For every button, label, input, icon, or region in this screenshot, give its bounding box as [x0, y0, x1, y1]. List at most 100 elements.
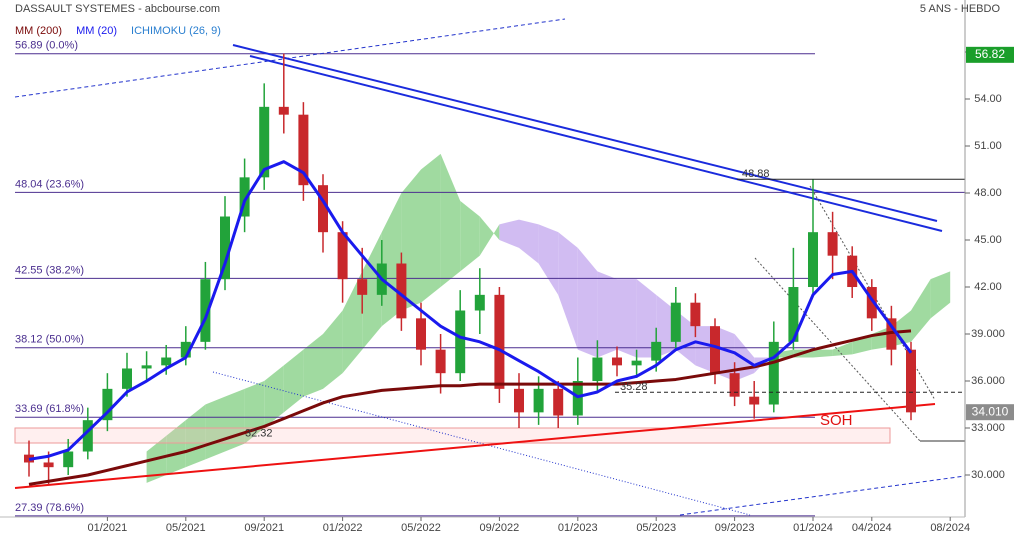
trend-line	[679, 475, 966, 516]
price-tag-label: 34.010	[972, 404, 1009, 418]
period-label: 5 ANS - HEBDO	[920, 3, 1001, 15]
annotation: SOH	[820, 412, 853, 429]
fib-label: 33.69 (61.8%)	[15, 403, 84, 415]
cloud-segment	[911, 279, 931, 342]
cloud-segment	[832, 341, 853, 356]
candle-body	[357, 279, 368, 295]
y-tick-label: 48.00	[974, 187, 1002, 199]
moving-average	[28, 329, 912, 486]
line-layer	[28, 160, 913, 486]
candle-body	[82, 420, 93, 452]
candle-body	[612, 357, 622, 366]
candle-body	[161, 357, 172, 366]
candle-body	[494, 294, 505, 389]
x-tick-label: 01/2022	[323, 522, 363, 534]
price-tag	[966, 404, 1014, 421]
level-layer: 48.88 35.28 32.32	[245, 168, 965, 440]
candle-body	[180, 341, 191, 358]
cloud-segment	[323, 310, 343, 389]
level-label: 48.88	[742, 168, 770, 180]
cloud-segment	[460, 200, 480, 272]
candle-layer	[24, 53, 916, 485]
candle-body	[141, 365, 152, 369]
candle-body	[220, 216, 230, 280]
candle-body	[533, 388, 544, 413]
fib-label: 38.12 (50.0%)	[15, 334, 84, 346]
y-tick-label: 42.00	[974, 281, 1002, 293]
cloud-segment	[538, 224, 559, 295]
candle-body	[239, 177, 250, 217]
cloud-segment	[283, 349, 304, 413]
candle-body	[435, 349, 446, 374]
x-tick-label: 01/2021	[88, 522, 128, 534]
candle-body	[690, 302, 701, 327]
candle-body	[768, 341, 779, 405]
cloud-segment	[264, 365, 284, 429]
moving-average	[28, 160, 913, 461]
x-tick-label: 08/2024	[930, 522, 970, 534]
level-label: 32.32	[245, 428, 273, 440]
candle-body	[200, 279, 211, 342]
cloud-segment	[303, 334, 323, 397]
x-tick-label: 05/2022	[401, 522, 441, 534]
candle-body	[337, 232, 348, 280]
candle-body	[886, 318, 897, 350]
fib-label: 48.04 (23.6%)	[15, 178, 84, 190]
y-tick-label: 33.000	[971, 422, 1005, 434]
candle-body	[670, 302, 681, 342]
x-tick-label: 09/2021	[244, 522, 284, 534]
candle-body	[749, 396, 760, 405]
x-tick-label: 04/2024	[852, 522, 892, 534]
candle-body	[631, 360, 642, 366]
candle-body	[651, 341, 662, 361]
candle-body	[592, 357, 603, 382]
candle-body	[827, 232, 838, 256]
fib-label: 27.39 (78.6%)	[15, 502, 84, 514]
legend-entry: ICHIMOKU (26, 9)	[131, 25, 221, 37]
level-label: 35.28	[620, 381, 648, 393]
cloud-segment	[597, 271, 617, 358]
cloud-segment	[421, 153, 441, 303]
candle-body	[572, 381, 583, 416]
candle-body	[514, 388, 524, 413]
x-tick-label: 01/2024	[793, 522, 833, 534]
cloud-segment	[440, 153, 461, 288]
x-tick-label: 09/2023	[715, 522, 755, 534]
x-tick-label: 05/2021	[166, 522, 206, 534]
chart-title: DASSAULT SYSTEMES - abcbourse.com	[15, 3, 220, 15]
candle-body	[43, 462, 54, 468]
trend-line	[249, 55, 943, 232]
cloud-segment	[558, 232, 578, 350]
candle-body	[318, 185, 328, 233]
cloud-segment	[519, 219, 539, 264]
cloud-segment	[499, 219, 519, 248]
fib-label: 42.55 (38.2%)	[15, 264, 84, 276]
axis-layer: 57.0054.0051.0048.0045.0042.0039.00036.0…	[88, 46, 1014, 534]
cloud-segment	[479, 216, 500, 256]
candle-body	[122, 368, 132, 389]
y-tick-label: 36.000	[971, 375, 1005, 387]
candle-body	[906, 349, 916, 413]
legend-entry: MM (20)	[76, 25, 117, 37]
candle-body	[259, 106, 270, 178]
cloud-segment	[362, 232, 382, 350]
cloud-segment	[617, 279, 637, 358]
cloud-segment	[636, 279, 657, 358]
channel-line	[809, 185, 936, 401]
candle-body	[808, 232, 818, 288]
support-zone	[14, 427, 891, 444]
price-tag-label: 56.82	[975, 47, 1005, 61]
candle-body	[278, 106, 289, 115]
y-tick-label: 45.00	[974, 234, 1002, 246]
price-tag	[966, 46, 1014, 63]
x-tick-label: 09/2022	[480, 522, 520, 534]
y-tick-label: 51.00	[974, 140, 1002, 152]
candle-body	[298, 114, 309, 186]
cloud-segment	[813, 349, 833, 358]
cloud-segment	[577, 247, 598, 358]
candle-body	[416, 318, 426, 350]
x-tick-label: 05/2023	[636, 522, 676, 534]
candle-body	[455, 310, 466, 374]
candle-body	[788, 287, 799, 342]
cloud-segment	[852, 334, 872, 355]
